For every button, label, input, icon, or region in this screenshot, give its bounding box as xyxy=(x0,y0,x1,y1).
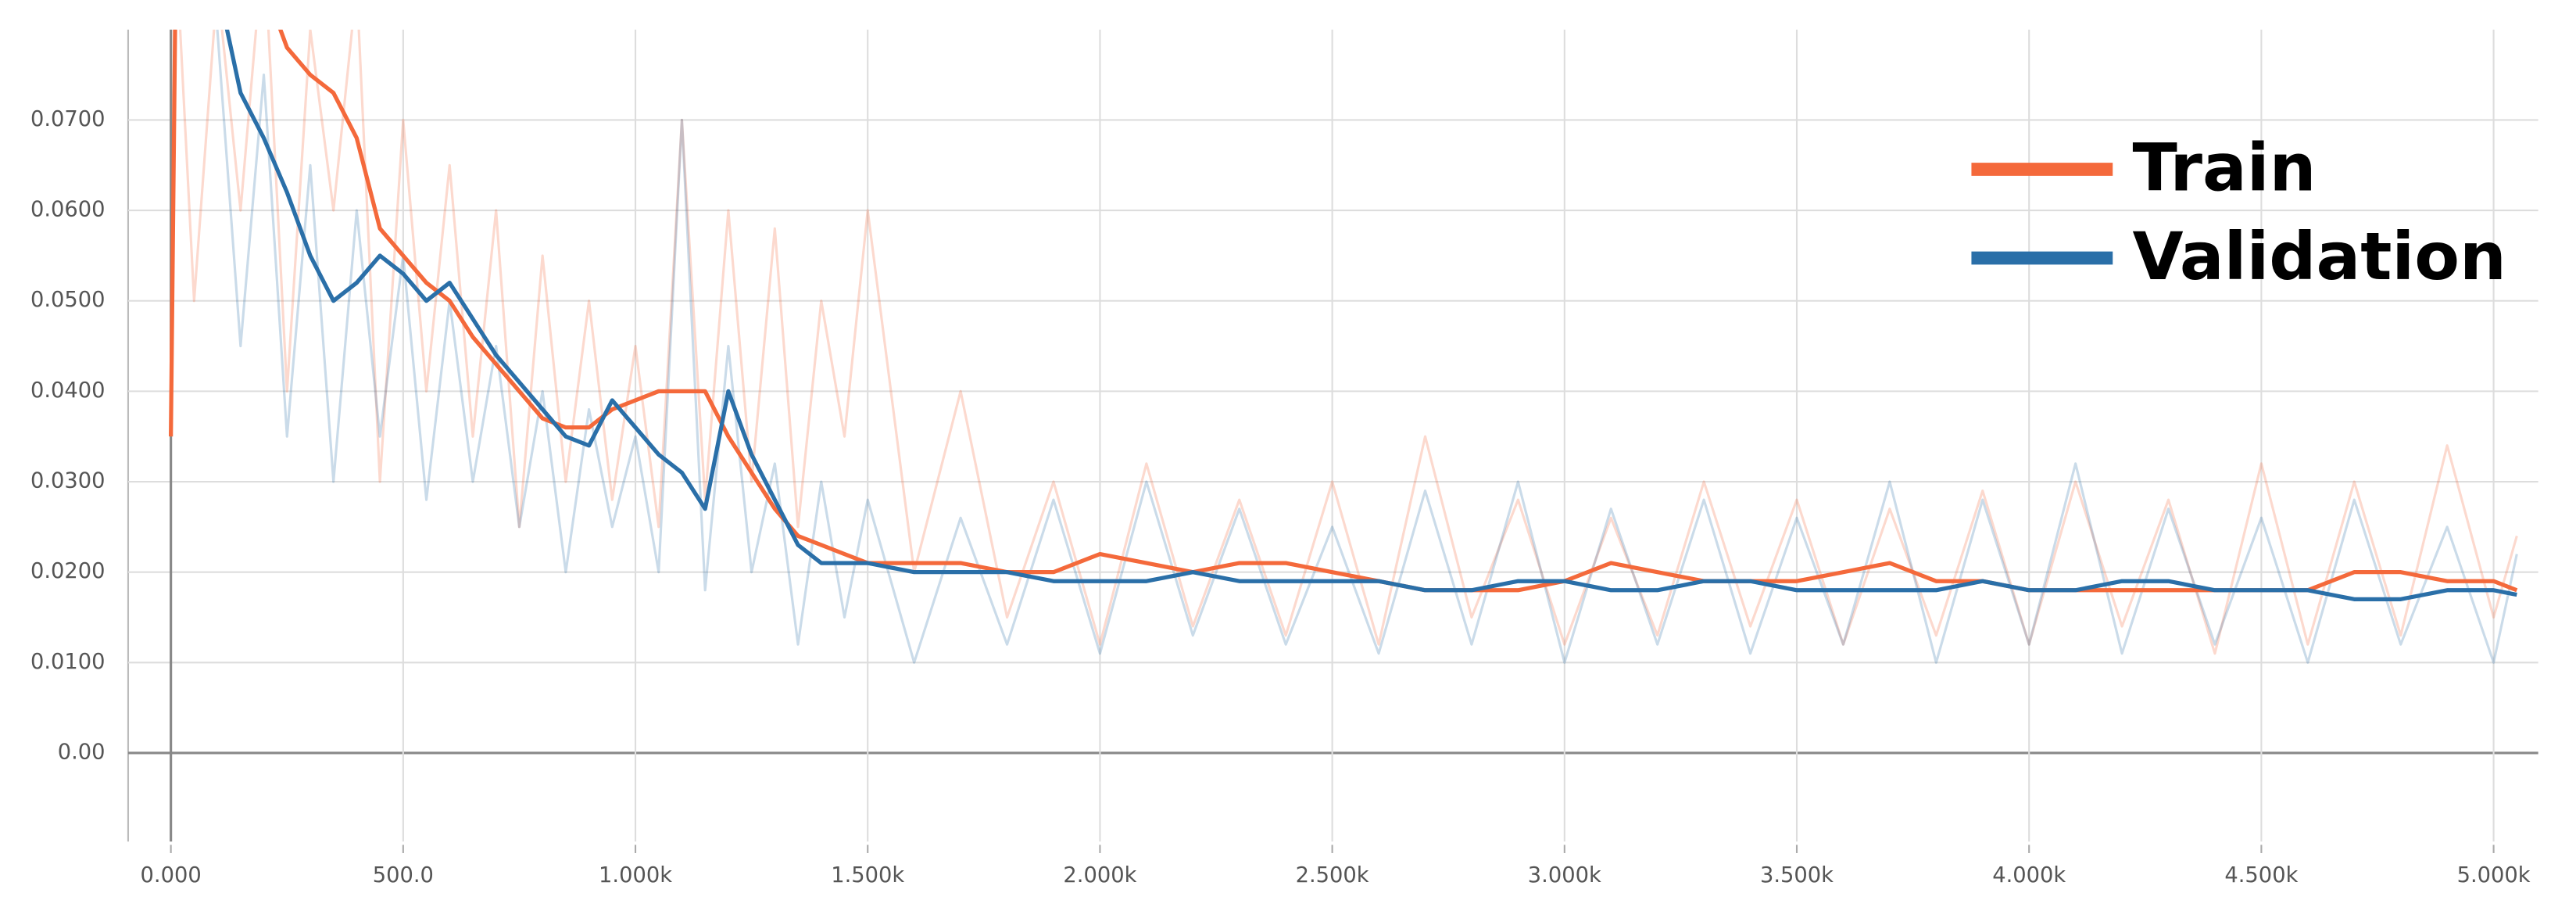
smoothed-line xyxy=(224,29,2517,601)
x-tick-label: 5.000k xyxy=(2457,863,2531,888)
plot-area xyxy=(169,29,2518,664)
x-tick-label: 1.500k xyxy=(831,863,904,888)
y-tick-label: 0.0500 xyxy=(30,288,106,312)
y-tick-label: 0.0100 xyxy=(30,650,106,674)
legend: Train Validation xyxy=(1971,130,2506,295)
legend-label: Validation xyxy=(2132,218,2506,295)
raw-line xyxy=(170,29,2518,655)
grid xyxy=(127,29,2538,853)
y-tick-label: 0.0200 xyxy=(30,559,106,583)
legend-label: Train xyxy=(2132,130,2316,206)
x-tick-label: 2.000k xyxy=(1063,863,1136,888)
x-tick-label: 3.500k xyxy=(1760,863,1834,888)
x-tick-label: 4.000k xyxy=(1992,863,2066,888)
x-tick-label: 500.0 xyxy=(373,863,434,888)
raw-line xyxy=(216,29,2518,664)
x-tick-label: 0.000 xyxy=(141,863,202,888)
y-tick-label: 0.0600 xyxy=(30,198,106,222)
tick-labels: 0.00 0.0100 0.0200 0.0300 0.0400 0.0500 0.0600… xyxy=(30,107,2531,888)
x-tick-label: 2.500k xyxy=(1296,863,1369,888)
y-tick-label: 0.00 xyxy=(58,740,106,764)
x-tick-label: 4.500k xyxy=(2224,863,2298,888)
y-tick-label: 0.0700 xyxy=(30,107,106,131)
x-tick-label: 3.000k xyxy=(1528,863,1601,888)
y-tick-label: 0.0400 xyxy=(30,378,106,403)
y-tick-label: 0.0300 xyxy=(30,469,106,493)
x-tick-label: 1.000k xyxy=(599,863,672,888)
